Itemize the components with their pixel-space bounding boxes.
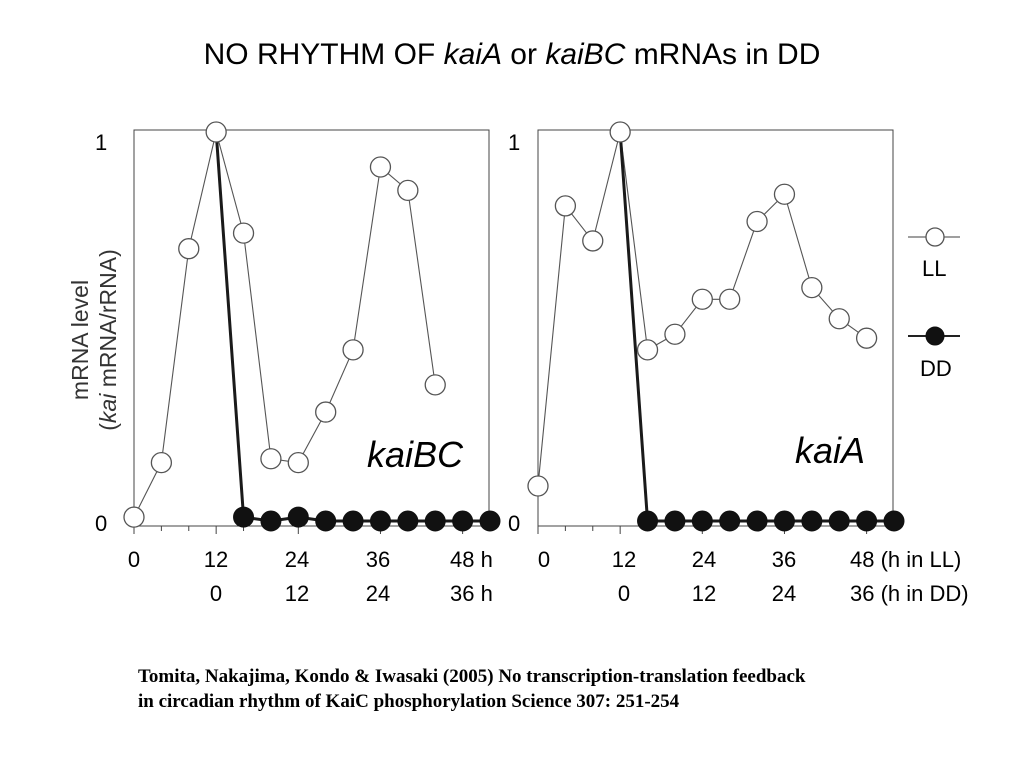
kaibc-dd-point (260, 510, 282, 532)
kaibc-ll-tick-36: 36 (366, 547, 390, 572)
kaibc-ll-tick-48: 48 h (450, 547, 493, 572)
kaia-y-tick-1: 1 (508, 130, 520, 155)
legend: LL DD (908, 227, 960, 381)
title-suffix: mRNAs in DD (625, 38, 821, 71)
kaibc-y-tick-0: 0 (95, 511, 107, 536)
kaibc-dd-point (287, 506, 309, 528)
kaia-panel-label: kaiA (795, 430, 865, 471)
kaibc-ll-point (178, 238, 200, 260)
kaia-dd-point (664, 510, 686, 532)
kaibc-dd-tick-36: 36 h (450, 581, 493, 606)
kaia-dd-point (746, 510, 768, 532)
kaibc-panel-frame (133, 129, 490, 527)
kaibc-panel-label: kaiBC (367, 434, 464, 475)
kaia-ll-tick-12: 12 (612, 547, 636, 572)
kaia-dd-point (637, 510, 659, 532)
kaia-dd-point (856, 510, 878, 532)
kaibc-ll-point (123, 506, 145, 528)
kaia-dd-tick-24: 24 (772, 581, 796, 606)
title-prefix: NO RHYTHM OF (203, 38, 444, 71)
kaibc-ll-tick-24: 24 (285, 547, 309, 572)
kaia-panel-frame (537, 129, 894, 527)
kaia-ll-point (554, 195, 577, 217)
kaibc-ll-point (397, 179, 419, 202)
y-axis-label-line1: mRNA level (67, 280, 93, 400)
kaibc-y-tick-1: 1 (95, 130, 107, 155)
kaibc-ll-point (369, 156, 392, 178)
title-gene-kaibc: kaiBC (545, 38, 626, 71)
kaia-ll-point (746, 210, 768, 233)
citation: Tomita, Nakajima, Kondo & Iwasaki (2005)… (138, 664, 958, 714)
y-axis-label-line2: (kai mRNA/rRNA) (95, 249, 121, 430)
y-axis-label: mRNA level (kai mRNA/rRNA) (67, 249, 121, 430)
kaia-ll-tick-24: 24 (692, 547, 716, 572)
kaia-plot (527, 121, 905, 532)
kaibc-dd-point (369, 510, 391, 532)
title-middle: or (501, 38, 546, 71)
chart-title: NO RHYTHM OF kaiA or kaiBC mRNAs in DD (0, 38, 1024, 72)
kaia-ll-point (636, 339, 659, 361)
kaia-ll-point (527, 475, 549, 497)
kaibc-ll-point (232, 222, 255, 244)
legend-ll-label: LL (922, 256, 946, 281)
citation-line-1: Tomita, Nakajima, Kondo & Iwasaki (2005)… (138, 666, 806, 687)
kaibc-ll-point (205, 121, 227, 143)
kaia-ll-point (582, 230, 604, 252)
kaibc-plot (123, 121, 501, 532)
kaia-ll-point (609, 121, 631, 143)
kaibc-dd-point (452, 510, 474, 532)
kaia-dd-tick-0: 0 (618, 581, 630, 606)
kaibc-ll-point (342, 339, 364, 361)
kaibc-dd-point (479, 510, 501, 532)
kaia-dd-tick-12: 12 (692, 581, 716, 606)
kaibc-ll-point (315, 401, 337, 423)
kaia-ll-point (719, 288, 741, 310)
kaibc-dd-point (424, 510, 446, 532)
kaia-ll-point (828, 308, 850, 330)
kaia-ll-tick-48: 48 (h in LL) (850, 547, 961, 572)
kaibc-dd-point (342, 510, 364, 532)
legend-dd-filled-circle (925, 326, 945, 346)
legend-dd-label: DD (920, 356, 952, 381)
kaibc-ll-point (150, 451, 173, 474)
kaibc-dd-point (315, 510, 337, 532)
kaia-y-tick-0: 0 (508, 511, 520, 536)
kaibc-dd-tick-12: 12 (285, 581, 309, 606)
kaia-ll-point (855, 327, 878, 349)
kaibc-ll-point (260, 448, 282, 470)
kaia-ll-point (664, 323, 686, 345)
legend-ll-open-circle (925, 227, 945, 247)
kaia-dd-tick-36: 36 (h in DD) (850, 581, 969, 606)
kaibc-ll-point (287, 451, 309, 474)
citation-line-2: in circadian rhythm of KaiC phosphorylat… (138, 691, 680, 712)
kaibc-dd-point (233, 506, 255, 528)
kaibc-ll-tick-12: 12 (204, 547, 228, 572)
kaia-dd-point (691, 510, 713, 532)
kaibc-dd-point (397, 510, 419, 532)
kaibc-dd-tick-24: 24 (366, 581, 390, 606)
kaia-dd-point (828, 510, 850, 532)
kaia-dd-point (773, 510, 795, 532)
kaia-ll-point (691, 288, 713, 310)
kaia-dd-point (883, 510, 905, 532)
kaibc-dd-tick-0: 0 (210, 581, 222, 606)
title-gene-kaia: kaiA (443, 38, 502, 71)
kaibc-ll-point (424, 374, 446, 396)
kaia-ll-tick-0: 0 (538, 547, 550, 572)
kaibc-ll-tick-0: 0 (128, 547, 140, 572)
kaia-dd-point (801, 510, 823, 532)
kaia-ll-point (801, 276, 823, 299)
kaia-ll-tick-36: 36 (772, 547, 796, 572)
kaia-ll-point (773, 183, 796, 205)
kaia-dd-point (719, 510, 741, 532)
